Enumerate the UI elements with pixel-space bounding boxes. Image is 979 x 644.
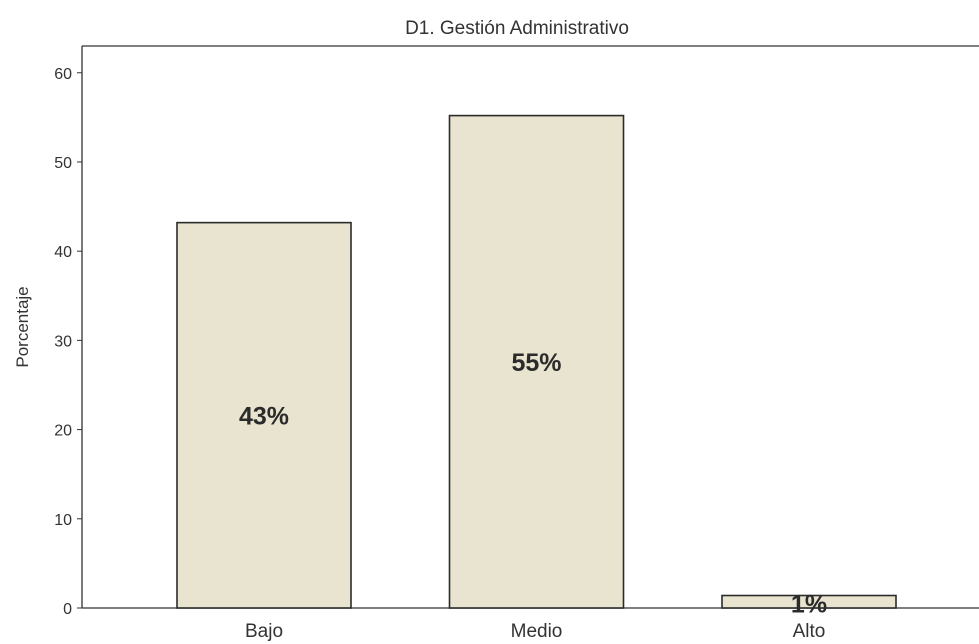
y-tick-label: 30: [54, 333, 72, 350]
y-tick-label: 60: [54, 66, 72, 83]
category-label-medio: Medio: [511, 621, 563, 642]
data-label-alto: 1%: [791, 591, 827, 619]
y-tick-label: 40: [54, 244, 72, 261]
chart-title: D1. Gestión Administrativo: [405, 18, 629, 39]
data-label-bajo: 43%: [239, 402, 289, 430]
bar-bajo: [176, 221, 352, 609]
data-label-medio: 55%: [511, 349, 561, 377]
y-axis-title: Porcentaje: [13, 286, 32, 367]
y-tick-label: 50: [54, 155, 72, 172]
y-tick-label: 10: [54, 512, 72, 529]
y-tick-label: 20: [54, 423, 72, 440]
bars-group: [176, 114, 897, 609]
category-label-bajo: Bajo: [245, 621, 283, 642]
x-axis-category-labels: Bajo Medio Alto: [245, 621, 825, 642]
category-label-alto: Alto: [793, 621, 826, 642]
bar-data-labels: 43% 55% 1%: [239, 349, 827, 619]
bar-alto: [721, 594, 897, 609]
y-axis-ticks: 0 10 20 30 40 50 60: [54, 66, 82, 618]
y-tick-label: 0: [63, 601, 72, 618]
bar-medio: [448, 114, 625, 609]
